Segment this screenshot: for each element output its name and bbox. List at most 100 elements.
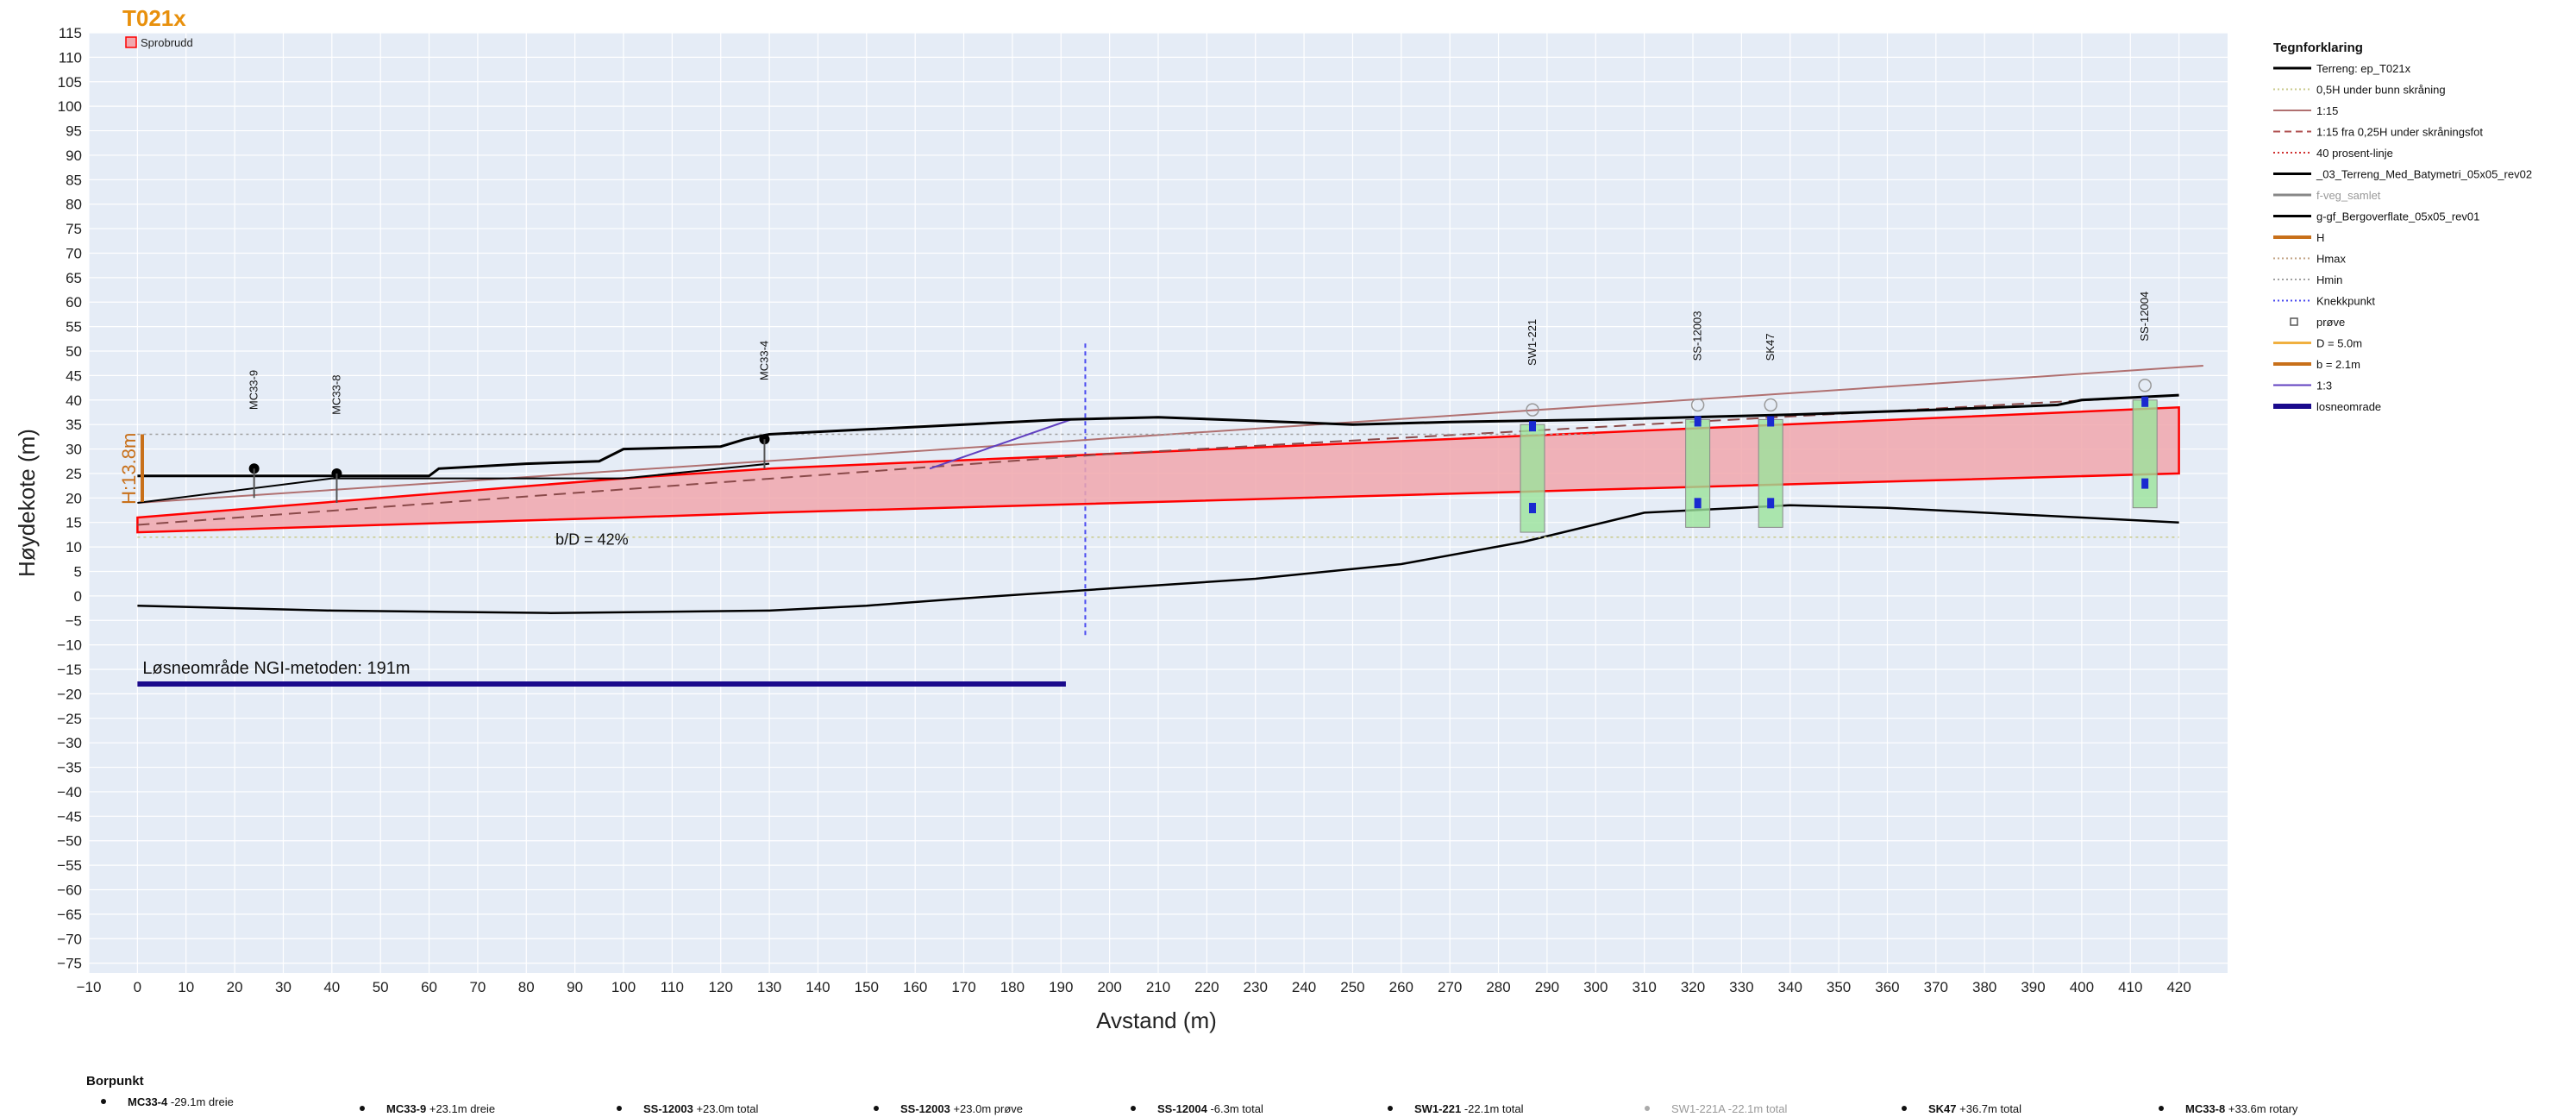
borehole-top-marker xyxy=(2141,396,2149,407)
borehole-label: SS-12004 xyxy=(2138,292,2151,342)
borpunkt-bullet xyxy=(1388,1106,1393,1111)
borpunkt-item-desc: +23.1m dreie xyxy=(429,1102,495,1115)
x-tick-label: 300 xyxy=(1583,979,1608,995)
borehole-bottom-marker xyxy=(1694,498,1702,509)
borehole-top-marker xyxy=(1529,421,1536,432)
y-tick-label: −75 xyxy=(57,956,82,972)
x-tick-label: 90 xyxy=(567,979,583,995)
borpunkt-item: SS-12004 -6.3m total xyxy=(1157,1102,1263,1115)
x-tick-label: 320 xyxy=(1681,979,1705,995)
x-tick-label: 400 xyxy=(2070,979,2094,995)
legend-title: Tegnforklaring xyxy=(2273,41,2363,55)
borpunkt-item-name: MC33-9 xyxy=(386,1102,429,1115)
x-tick-label: 370 xyxy=(1924,979,1948,995)
x-tick-label: 390 xyxy=(2021,979,2045,995)
borpunkt-title: Borpunkt xyxy=(86,1074,144,1089)
x-tick-label: 270 xyxy=(1438,979,1462,995)
borehole-label: SK47 xyxy=(1764,334,1777,361)
borehole-label: MC33-4 xyxy=(757,341,770,380)
borpunkt-bullet xyxy=(360,1106,365,1111)
borehole-top-marker xyxy=(1767,416,1775,427)
legend-layer: Tegnforklaring Terreng: ep_T021x 0,5H unde… xyxy=(2273,41,2532,413)
legend-label: 1:15 fra 0,25H under skråningsfot xyxy=(2316,126,2483,139)
y-tick-label: 100 xyxy=(58,98,82,115)
terrain-line xyxy=(137,393,2179,478)
x-tick-label: 50 xyxy=(373,979,389,995)
legend-label: prøve xyxy=(2316,316,2345,329)
badge-icon xyxy=(125,36,137,48)
x-tick-label: 80 xyxy=(518,979,535,995)
legend-label: 1:15 xyxy=(2316,104,2338,117)
x-tick-label: 20 xyxy=(227,979,243,995)
legend-label: Terreng: ep_T021x xyxy=(2316,62,2411,75)
borpunkt-item-name: MC33-8 xyxy=(2185,1102,2228,1115)
borehole-dot xyxy=(759,434,770,445)
x-tick-label: 310 xyxy=(1632,979,1656,995)
legend-label: 0,5H under bunn skråning xyxy=(2316,84,2446,97)
badge-label: Sprobrudd xyxy=(141,36,193,49)
x-tick-label: 240 xyxy=(1292,979,1316,995)
borpunkt-item-desc: +33.6m rotary xyxy=(2228,1102,2298,1115)
x-tick-label: 290 xyxy=(1535,979,1559,995)
borehole-column xyxy=(1758,418,1783,528)
y-tick-label: 60 xyxy=(66,294,82,311)
legend-label: H xyxy=(2316,231,2324,244)
borehole-top-marker xyxy=(1694,416,1702,427)
y-tick-label: 50 xyxy=(66,343,82,360)
y-tick-label: −45 xyxy=(57,808,82,825)
borehole-bottom-marker xyxy=(2141,478,2149,489)
loose-area-label: Løsneområde NGI-metoden: 191m xyxy=(142,659,410,678)
y-tick-label: −50 xyxy=(57,833,82,850)
x-tick-label: 0 xyxy=(134,979,141,995)
borpunkt-bullet xyxy=(874,1106,879,1111)
borpunkt-item-name: SS-12004 xyxy=(1157,1102,1210,1115)
axis-layer: −10 0 10 20 30 40 50 60 70 80 90 100 110 120 130 140 150… xyxy=(57,25,2191,995)
x-tick-label: 110 xyxy=(661,979,684,995)
h-marker-label: H:13.8m xyxy=(118,433,140,505)
legend-label: Hmin xyxy=(2316,273,2342,286)
legend-label: losneomrade xyxy=(2316,400,2381,413)
borpunkt-item: SS-12003 +23.0m prøve xyxy=(900,1102,1023,1115)
borehole-sample-marker xyxy=(1526,403,1539,417)
legend-label: b = 2.1m xyxy=(2316,358,2360,371)
x-tick-label: 360 xyxy=(1875,979,1899,995)
borehole-column xyxy=(1685,418,1711,528)
y-tick-label: 85 xyxy=(66,172,82,188)
borpunkt-item: MC33-8 +33.6m rotary xyxy=(2185,1102,2298,1115)
y-tick-label: 5 xyxy=(74,563,82,580)
x-tick-label: 30 xyxy=(275,979,291,995)
x-tick-label: 170 xyxy=(951,979,975,995)
borpunkt-item-desc: +36.7m total xyxy=(1959,1102,2021,1115)
borpunkt-bullet xyxy=(2159,1106,2164,1111)
borpunkt-item: MC33-9 +23.1m dreie xyxy=(386,1102,495,1115)
borpunkt-item-desc: -6.3m total xyxy=(1210,1102,1263,1115)
y-tick-label: −40 xyxy=(57,784,82,800)
y-tick-label: 30 xyxy=(66,442,82,458)
borpunkt-bullet xyxy=(1645,1106,1650,1111)
y-tick-label: 110 xyxy=(59,49,82,66)
legend-label: _03_Terreng_Med_Batymetri_05x05_rev02 xyxy=(2316,168,2532,181)
x-tick-label: 330 xyxy=(1729,979,1753,995)
x-tick-label: 130 xyxy=(757,979,781,995)
x-tick-label: 190 xyxy=(1049,979,1073,995)
x-tick-label: 140 xyxy=(805,979,830,995)
x-tick-label: 410 xyxy=(2118,979,2142,995)
critical-zone xyxy=(136,405,2180,534)
y-tick-label: 40 xyxy=(66,392,82,409)
y-tick-label: −20 xyxy=(57,686,82,702)
legend-marker xyxy=(2290,317,2298,326)
legend-label: f-veg_samlet xyxy=(2316,189,2381,202)
terrain-secondary-line xyxy=(137,462,770,504)
x-tick-label: 120 xyxy=(709,979,733,995)
x-tick-label: 150 xyxy=(855,979,879,995)
y-tick-label: 95 xyxy=(66,123,82,140)
y-tick-label: −10 xyxy=(57,637,82,654)
borpunkt-item: SW1-221 -22.1m total xyxy=(1414,1102,1524,1115)
borpunkt-item: SS-12003 +23.0m total xyxy=(643,1102,758,1115)
borehole-sample-marker xyxy=(2138,379,2152,392)
borehole-bottom-marker xyxy=(1767,498,1775,509)
borpunkt-item-desc: -22.1m total xyxy=(1728,1102,1788,1115)
borpunkt-layer: Borpunkt MC33-4 -29.1m dreie MC33-9 +23.1m… xyxy=(86,1074,2298,1115)
borpunkt-item-name: MC33-4 xyxy=(128,1095,171,1108)
y-tick-label: 0 xyxy=(74,588,82,605)
